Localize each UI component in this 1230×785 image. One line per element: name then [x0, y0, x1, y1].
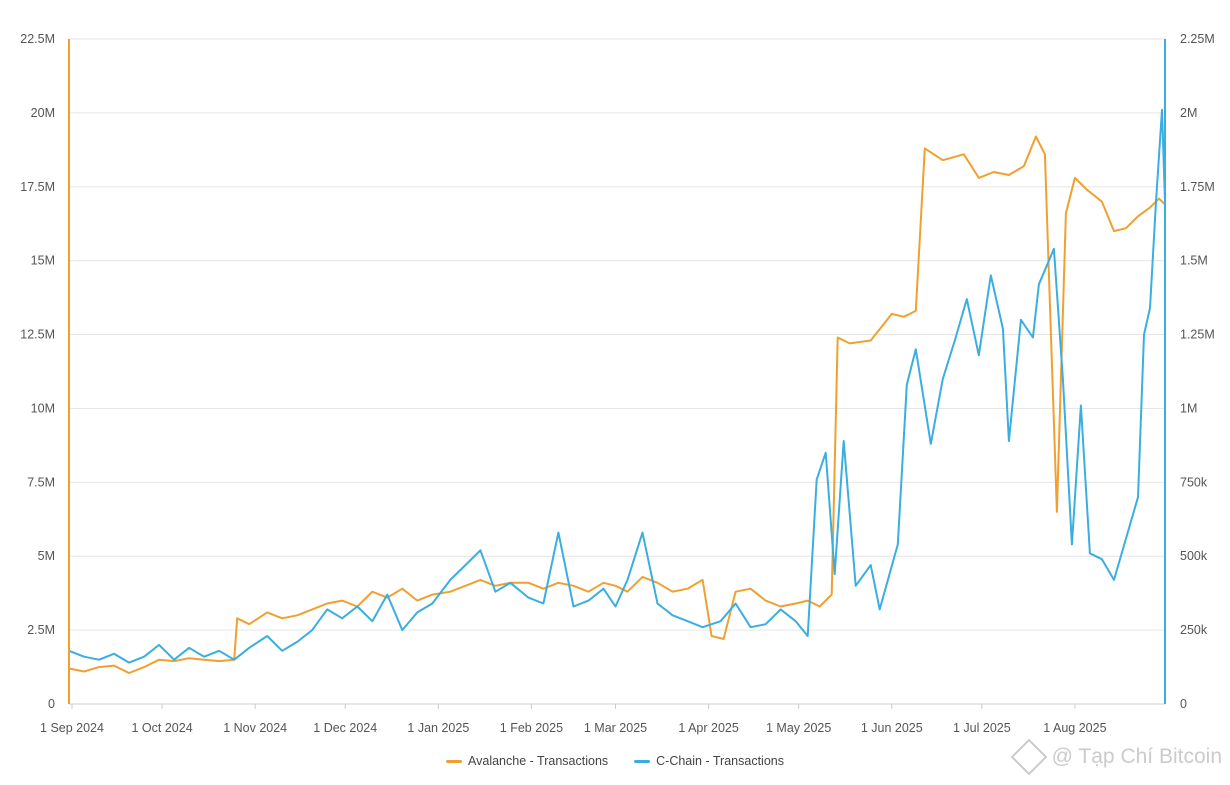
- x-tick-label: 1 Nov 2024: [223, 721, 287, 735]
- legend-swatch-avalanche: [446, 759, 463, 763]
- right-tick-label: 2M: [1180, 106, 1197, 120]
- x-tick-label: 1 Jul 2025: [953, 721, 1011, 735]
- x-axis-ticks: 1 Sep 2024 1 Oct 2024 1 Nov 2024 1 Dec 2024…: [40, 704, 1107, 735]
- legend: Avalanche - Transactions C-Chain - Trans…: [0, 754, 1230, 768]
- right-tick-label: 1.5M: [1180, 254, 1208, 268]
- series-line-c-chain: [68, 108, 1166, 664]
- right-axis-ticks: 0 250k 500k 750k 1M 1.25M 1.5M 1.75M 2M 2.25M: [1180, 32, 1215, 711]
- legend-label-avalanche: Avalanche - Transactions: [468, 754, 609, 768]
- x-tick-label: 1 Sep 2024: [40, 721, 104, 735]
- x-tick-label: 1 Apr 2025: [678, 721, 739, 735]
- x-tick-label: 1 Jan 2025: [407, 721, 469, 735]
- left-tick-label: 15M: [31, 254, 55, 268]
- gridlines: [69, 38, 1165, 631]
- x-tick-label: 1 Dec 2024: [313, 721, 377, 735]
- x-tick-label: 1 Oct 2024: [132, 721, 193, 735]
- left-tick-label: 7.5M: [27, 475, 55, 489]
- watermark-text: @ Tạp Chí Bitcoin: [1051, 745, 1222, 768]
- watermark-logo-icon: [1010, 738, 1048, 776]
- right-tick-label: 2.25M: [1180, 32, 1215, 46]
- legend-swatch-c-chain: [634, 759, 651, 763]
- x-tick-label: 1 Mar 2025: [584, 721, 647, 735]
- watermark: @ Tạp Chí Bitcoin: [1010, 738, 1222, 776]
- left-tick-label: 22.5M: [20, 32, 55, 46]
- left-tick-label: 10M: [31, 401, 55, 415]
- right-tick-label: 1.25M: [1180, 328, 1215, 342]
- left-tick-label: 20M: [31, 106, 55, 120]
- x-tick-label: 1 Feb 2025: [500, 721, 563, 735]
- left-tick-label: 0: [48, 697, 55, 711]
- legend-item-c-chain[interactable]: C-Chain - Transactions: [634, 754, 784, 768]
- left-tick-label: 17.5M: [20, 180, 55, 194]
- left-axis-ticks: 0 2.5M 5M 7.5M 10M 12.5M 15M 17.5M 20M 22.5M: [20, 32, 55, 711]
- x-tick-label: 1 Jun 2025: [861, 721, 923, 735]
- right-tick-label: 500k: [1180, 549, 1208, 563]
- chart-canvas: 0 2.5M 5M 7.5M 10M 12.5M 15M 17.5M 20M 22.5M 0 250…: [20, 32, 1215, 735]
- legend-item-avalanche[interactable]: Avalanche - Transactions: [446, 754, 608, 768]
- right-tick-label: 1M: [1180, 401, 1197, 415]
- left-tick-label: 2.5M: [27, 623, 55, 637]
- legend-label-c-chain: C-Chain - Transactions: [656, 754, 784, 768]
- left-tick-label: 5M: [38, 549, 55, 563]
- right-tick-label: 1.75M: [1180, 180, 1215, 194]
- axis-lines: [68, 39, 1166, 705]
- right-tick-label: 750k: [1180, 475, 1208, 489]
- x-tick-label: 1 Aug 2025: [1043, 721, 1106, 735]
- series-line-avalanche: [68, 135, 1166, 674]
- right-tick-label: 250k: [1180, 623, 1208, 637]
- x-tick-label: 1 May 2025: [766, 721, 831, 735]
- series-layer: [68, 108, 1166, 674]
- left-tick-label: 12.5M: [20, 328, 55, 342]
- right-tick-label: 0: [1180, 697, 1187, 711]
